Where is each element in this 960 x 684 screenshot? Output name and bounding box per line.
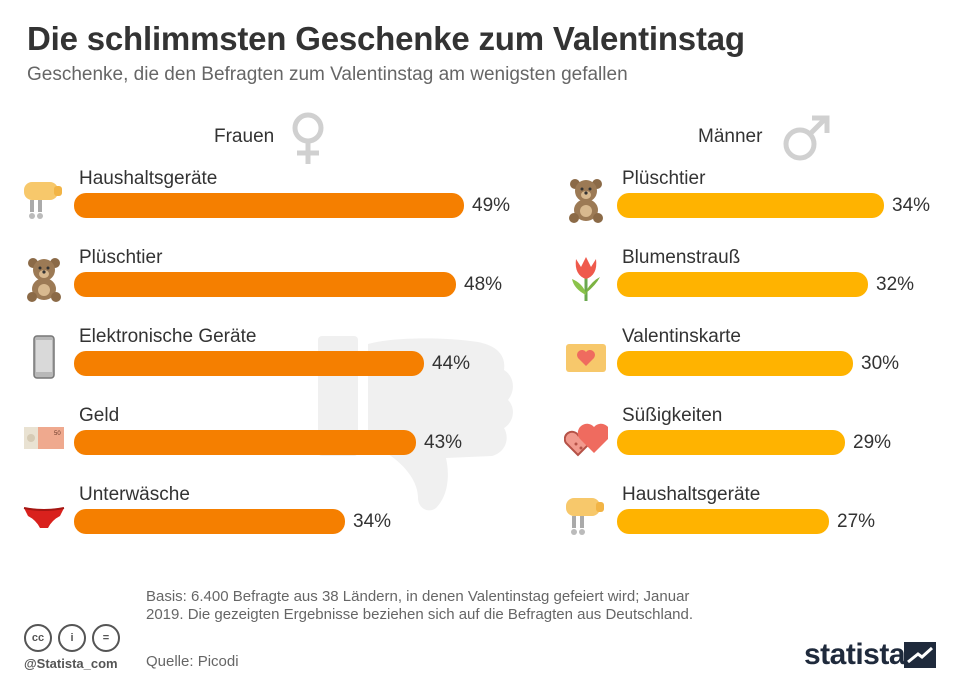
heart-card-icon: [564, 334, 608, 382]
bar: [617, 509, 829, 534]
bar-row: Elektronische Geräte 44%: [0, 326, 960, 396]
bar-value-label: 49%: [472, 195, 511, 216]
attribution-icon: i: [58, 624, 86, 652]
bar-row: Plüschtier 34%: [0, 168, 960, 238]
statista-mark-icon: [904, 642, 936, 668]
bar-category-label: Plüschtier: [622, 168, 706, 189]
heart-sweets-icon: [563, 413, 611, 461]
footer-basis: Basis: 6.400 Befragte aus 38 Ländern, in…: [146, 588, 694, 623]
bar: [74, 430, 416, 455]
bar: [74, 193, 464, 218]
bar-category-label: Unterwäsche: [79, 484, 190, 505]
banknote-icon: 50: [22, 413, 66, 461]
bar-category-label: Haushaltsgeräte: [79, 168, 218, 189]
bar-value-label: 30%: [861, 353, 900, 374]
bar-category-label: Haushaltsgeräte: [622, 484, 761, 505]
brand-logo: statista: [804, 638, 906, 671]
chart-title: Die schlimmsten Geschenke zum Valentinst…: [27, 20, 745, 57]
bar-category-label: Blumenstrauß: [622, 247, 741, 268]
bar: [617, 193, 884, 218]
bar: [617, 272, 868, 297]
bar-row: Plüschtier 48%: [0, 247, 960, 317]
bar-row: Unterwäsche 34%: [0, 484, 960, 554]
teddy-bear-icon: [564, 176, 608, 224]
bar-value-label: 43%: [424, 432, 463, 453]
group-maenner-label: Männer: [698, 126, 763, 147]
no-derivatives-icon: =: [92, 624, 120, 652]
smartphone-icon: [22, 334, 66, 382]
mixer-icon: [564, 492, 608, 540]
bar-row: Haushaltsgeräte 27%: [0, 484, 960, 554]
male-symbol-icon: [783, 115, 830, 161]
bar: [74, 351, 424, 376]
bar-value-label: 27%: [837, 511, 876, 532]
bar: [617, 351, 853, 376]
bar-category-label: Plüschtier: [79, 247, 163, 268]
bar-category-label: Valentinskarte: [622, 326, 741, 347]
female-symbol-icon: [292, 112, 324, 164]
group-frauen-label: Frauen: [214, 126, 275, 147]
bar-value-label: 29%: [853, 432, 892, 453]
bar-row: Haushaltsgeräte 49%: [0, 168, 960, 238]
bar-row: Valentinskarte 30%: [0, 326, 960, 396]
mixer-icon: [22, 176, 66, 224]
chart-subtitle: Geschenke, die den Befragten zum Valenti…: [27, 64, 628, 85]
svg-text:50: 50: [54, 431, 61, 437]
bar-value-label: 32%: [876, 274, 915, 295]
bar: [617, 430, 845, 455]
cc-icon: cc: [24, 624, 52, 652]
underwear-icon: [22, 492, 66, 540]
bar-value-label: 44%: [432, 353, 471, 374]
bar-row: Blumenstrauß 32%: [0, 247, 960, 317]
teddy-bear-icon: [22, 255, 66, 303]
bar-value-label: 34%: [892, 195, 931, 216]
license-icons: cc i =: [24, 624, 120, 652]
bar-row: 50 Geld 43%: [0, 405, 960, 475]
bar-category-label: Süßigkeiten: [622, 405, 723, 426]
bar: [74, 509, 345, 534]
bar-category-label: Elektronische Geräte: [79, 326, 257, 347]
social-handle: @Statista_com: [24, 656, 118, 671]
bar-category-label: Geld: [79, 405, 120, 426]
tulip-icon: [564, 255, 608, 303]
bar-row: Süßigkeiten 29%: [0, 405, 960, 475]
bar-value-label: 34%: [353, 511, 392, 532]
footer-source: Quelle: Picodi: [146, 653, 239, 670]
bar: [74, 272, 456, 297]
bar-value-label: 48%: [464, 274, 503, 295]
